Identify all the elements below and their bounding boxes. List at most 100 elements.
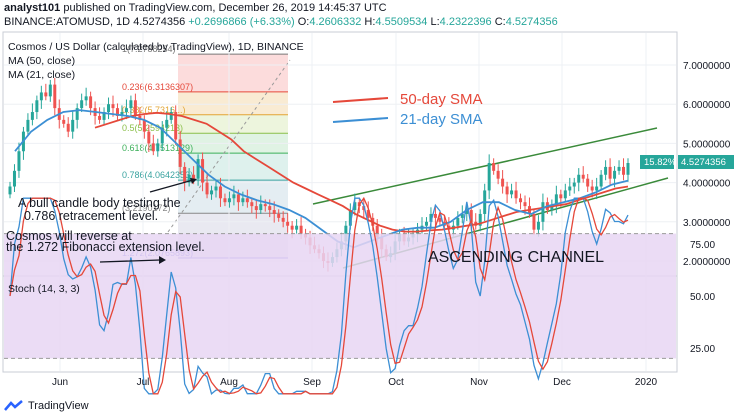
candle-body: [429, 213, 433, 222]
candle-body: [348, 210, 352, 226]
ma50-label: MA (50, close): [8, 55, 75, 67]
candle-body: [30, 112, 34, 120]
ohlc-l: 4.2322396: [439, 16, 492, 28]
channel-label: ASCENDING CHANNEL: [428, 249, 604, 266]
fibonacci-zone: 1(7.2788254) 0.236(6.3136307) 0.382(5.7316…: [122, 44, 291, 259]
annotation-reverse-line2: the 1.272 Fibonacci extension level.: [6, 240, 205, 254]
candle-body: [366, 210, 370, 218]
publish-info: published on TradingView.com, December 2…: [63, 2, 387, 14]
ohlc-c: 4.5274356: [505, 16, 558, 28]
candle-body: [218, 186, 222, 199]
stoch-tick-label: 50.00: [690, 292, 715, 303]
ohlc-c-label: C:: [494, 16, 506, 28]
candle-body: [286, 221, 290, 226]
chart-title: Cosmos / US Dollar (calculated by Tradin…: [8, 41, 304, 53]
ohlc-o-label: O:: [297, 16, 310, 28]
candle-body: [196, 159, 200, 179]
legend-21-label: 21-day SMA: [400, 111, 483, 128]
candle-body: [107, 104, 111, 113]
candle-body: [469, 210, 473, 222]
fib-band: [178, 91, 288, 115]
candle-body: [608, 166, 612, 179]
candle-body: [102, 112, 106, 120]
candle-body: [424, 221, 428, 226]
stoch-tick-label: 75.00: [690, 240, 715, 251]
candle-body: [541, 202, 545, 222]
candle-body: [12, 170, 16, 187]
ohlc-h-label: H:: [364, 16, 376, 28]
candle-body: [510, 190, 514, 195]
author-name[interactable]: analyst101: [4, 2, 61, 14]
tradingview-logo[interactable]: TradingView: [4, 400, 89, 412]
candle-body: [259, 204, 263, 211]
candle-body: [156, 143, 160, 152]
candle-body: [35, 100, 39, 113]
candle-body: [165, 119, 169, 128]
candle-body: [581, 174, 585, 179]
candle-body: [138, 115, 142, 120]
legend-50-label: 50-day SMA: [400, 91, 483, 108]
candle-body: [519, 198, 523, 203]
publish-line: analyst101 published on TradingView.com,…: [4, 2, 387, 14]
price-tick-label: 3.0000000: [683, 218, 731, 229]
candle-body: [586, 178, 590, 187]
candle-body: [147, 131, 151, 144]
candle-body: [263, 204, 267, 207]
candle-body: [111, 104, 115, 109]
price-tag-value-bg: [678, 155, 734, 169]
candle-body: [8, 186, 12, 195]
candle-body: [496, 170, 500, 179]
candle-body: [48, 84, 52, 97]
candle-body: [98, 115, 102, 120]
candle-body: [223, 198, 227, 203]
candle-body: [277, 213, 281, 218]
candle-body: [353, 202, 357, 211]
x-tick-label: Oct: [388, 377, 404, 388]
candle-body: [295, 225, 299, 230]
candle-body: [245, 198, 249, 203]
tradingview-brand: TradingView: [28, 400, 89, 412]
candle-body: [62, 119, 66, 124]
candle-body: [210, 190, 214, 195]
candle-body: [71, 119, 75, 132]
price-tick-label: 5.0000000: [683, 139, 731, 150]
candle-body: [174, 112, 178, 140]
channel-upper-line: [312, 127, 658, 205]
fib-trendline: [167, 59, 291, 233]
last-price: 4.5274356: [133, 16, 186, 28]
candle-body: [89, 96, 93, 109]
candle-body: [232, 194, 236, 199]
fib-label: (3.2190172): [122, 203, 171, 213]
candle-body: [192, 174, 196, 179]
candle-body: [129, 100, 133, 109]
candle-body: [187, 174, 191, 183]
candle-body: [133, 100, 137, 116]
candle-body: [160, 127, 164, 144]
candle-body: [183, 166, 187, 183]
price-change: +0.2696866 (+6.33%): [188, 16, 295, 28]
candle-body: [268, 206, 272, 211]
price-tick-label: 7.0000000: [683, 61, 731, 72]
stoch-band: [4, 233, 676, 359]
candle-body: [487, 163, 491, 191]
candle-body: [17, 151, 21, 171]
stoch-tick-label: 25.00: [690, 344, 715, 355]
candle-body: [214, 186, 218, 191]
candle-body: [44, 92, 48, 97]
fib-band: [178, 114, 288, 134]
stochastic-oscillator: 75.00 50.00 25.00: [4, 196, 715, 395]
ohlc-o: 4.2606332: [309, 16, 362, 28]
annotation-bull-line1: A bull candle body testing the: [18, 196, 181, 210]
fib-label: 0.236(6.3136307): [122, 82, 193, 92]
price-tag-pct-bg: [640, 155, 674, 169]
candle-body: [599, 174, 603, 187]
candle-body: [492, 163, 496, 171]
candle-body: [478, 213, 482, 226]
candle-body: [465, 210, 469, 214]
price-tag-pct: 15.82%: [644, 157, 677, 168]
candle-body: [559, 194, 563, 199]
candle-body: [568, 186, 572, 191]
legend-50-swatch: [332, 97, 389, 103]
candle-body: [604, 166, 608, 175]
